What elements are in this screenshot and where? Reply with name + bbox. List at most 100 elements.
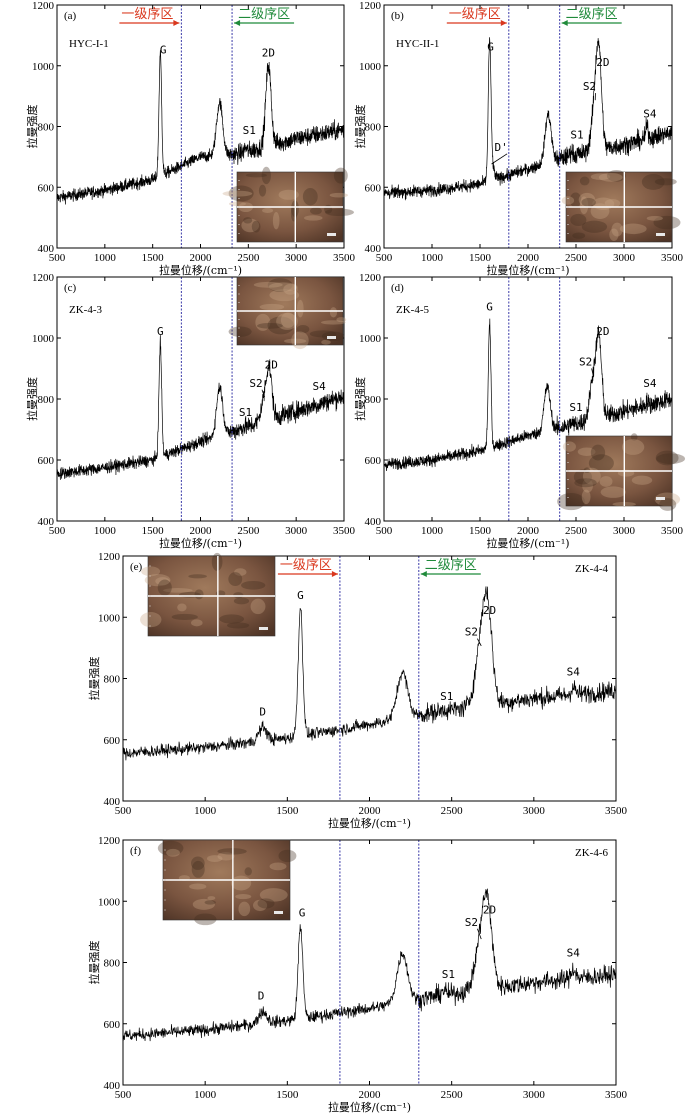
- micrograph-texture: [269, 862, 287, 871]
- y-tick-label: 1000: [32, 333, 55, 345]
- x-tick-label: 1500: [142, 525, 165, 537]
- micrograph-texture: [267, 316, 295, 335]
- micrograph-texture: [320, 320, 346, 325]
- y-tick-label: 800: [365, 394, 382, 406]
- micrograph-texture: [262, 207, 274, 213]
- micrograph-texture: [233, 592, 244, 599]
- micrograph-texture: [141, 566, 161, 577]
- region2-label: 二级序区: [566, 7, 618, 22]
- region1-arrowhead: [331, 571, 338, 577]
- micrograph-texture: [171, 613, 198, 620]
- x-tick-label: 1500: [469, 252, 492, 264]
- peak-label: S1: [239, 406, 252, 419]
- micrograph-texture: [219, 614, 245, 624]
- x-tick-label: 1000: [194, 805, 217, 817]
- panel-label: (d): [391, 282, 404, 294]
- sample-label: ZK-4-5: [396, 304, 429, 316]
- micrograph-texture: [191, 619, 203, 627]
- micrograph-texture: [333, 167, 348, 184]
- micrograph-texture: [228, 572, 243, 586]
- micrograph-texture: [578, 192, 596, 207]
- spectrum-line: [383, 318, 673, 472]
- peak-label: D': [494, 141, 507, 154]
- x-tick-label: 2500: [237, 525, 260, 537]
- x-tick-label: 2500: [237, 252, 260, 264]
- y-tick-label: 1000: [98, 896, 121, 908]
- micrograph-texture: [194, 913, 217, 926]
- peak-label: D: [259, 705, 266, 718]
- peak-label: G: [299, 907, 306, 920]
- micrograph-texture: [233, 597, 250, 605]
- sample-label: HYC-II-1: [396, 38, 439, 50]
- region1-arrowhead: [500, 20, 507, 26]
- x-tick-label: 3500: [661, 525, 684, 537]
- peak-label: 2D: [262, 47, 275, 60]
- peak-leader-line: [477, 928, 482, 940]
- micrograph-texture: [251, 220, 261, 233]
- peak-label: G: [486, 301, 493, 314]
- y-tick-label: 1200: [359, 272, 382, 284]
- micrograph-texture: [630, 433, 638, 441]
- y-tick-label: 1000: [359, 61, 382, 73]
- x-tick-label: 3000: [523, 1089, 546, 1101]
- region2-label: 二级序区: [238, 7, 290, 22]
- peak-label: G: [157, 325, 164, 338]
- micrograph-texture: [582, 467, 601, 485]
- micrograph-texture: [222, 190, 253, 197]
- x-axis-title: 拉曼位移/(cm⁻¹): [159, 536, 242, 550]
- micrograph-texture: [321, 339, 331, 345]
- peak-label: S2: [579, 355, 592, 368]
- micrograph-texture: [590, 444, 606, 461]
- micrograph-texture: [272, 211, 280, 230]
- x-tick-label: 3500: [605, 805, 628, 817]
- x-tick-label: 1000: [94, 252, 117, 264]
- panel-label: (a): [64, 10, 77, 22]
- micrograph-texture: [296, 324, 310, 334]
- peak-label: S1: [243, 124, 256, 137]
- micrograph-texture: [329, 307, 338, 318]
- micrograph-texture: [329, 192, 348, 198]
- micrograph-texture: [641, 174, 665, 190]
- micrograph-texture: [268, 282, 298, 292]
- y-tick-label: 1000: [359, 333, 382, 345]
- x-tick-label: 3500: [605, 1089, 628, 1101]
- micrograph-texture: [253, 281, 283, 288]
- micrograph-texture: [573, 469, 593, 485]
- micrograph-texture: [241, 580, 266, 590]
- x-axis-title: 拉曼位移/(cm⁻¹): [159, 263, 242, 277]
- micrograph-texture: [324, 208, 355, 217]
- y-tick-label: 800: [104, 674, 121, 686]
- micrograph-texture: [155, 577, 170, 586]
- micrograph-texture: [278, 189, 299, 200]
- peak-label: G: [160, 44, 167, 57]
- x-tick-label: 3500: [661, 252, 684, 264]
- peak-label: S1: [442, 968, 455, 981]
- y-tick-label: 600: [365, 455, 382, 467]
- micrograph-texture: [592, 197, 615, 210]
- micrograph-texture: [157, 579, 172, 596]
- scale-bar: [327, 336, 336, 339]
- x-tick-label: 2500: [565, 252, 588, 264]
- region2-arrowhead: [561, 20, 568, 26]
- peak-label: 2D: [596, 56, 609, 69]
- panel-b: 一级序区 二级序区 500 1000 1500 2000 2500 3000 3500 400 60…: [353, 0, 684, 277]
- micrograph-texture: [217, 852, 235, 861]
- y-tick-label: 800: [365, 122, 382, 134]
- x-tick-label: 3000: [523, 805, 546, 817]
- y-tick-label: 400: [365, 516, 382, 528]
- panel-label: (f): [130, 845, 141, 857]
- micrograph-texture: [572, 232, 586, 239]
- peak-label: G: [297, 589, 304, 602]
- peak-label: G: [487, 41, 494, 54]
- peak-label: 2D: [483, 904, 496, 917]
- peak-label: S1: [570, 129, 583, 142]
- x-tick-label: 2000: [517, 252, 540, 264]
- y-tick-label: 400: [38, 243, 55, 255]
- micrograph-texture: [259, 303, 285, 311]
- micrograph-texture: [581, 220, 608, 233]
- peak-label: S2: [465, 626, 478, 639]
- micrograph-texture: [659, 498, 677, 511]
- panel-c: 500 1000 1500 2000 2500 3000 3500 400 600 800 1000…: [25, 272, 356, 550]
- micrograph-texture: [336, 317, 347, 323]
